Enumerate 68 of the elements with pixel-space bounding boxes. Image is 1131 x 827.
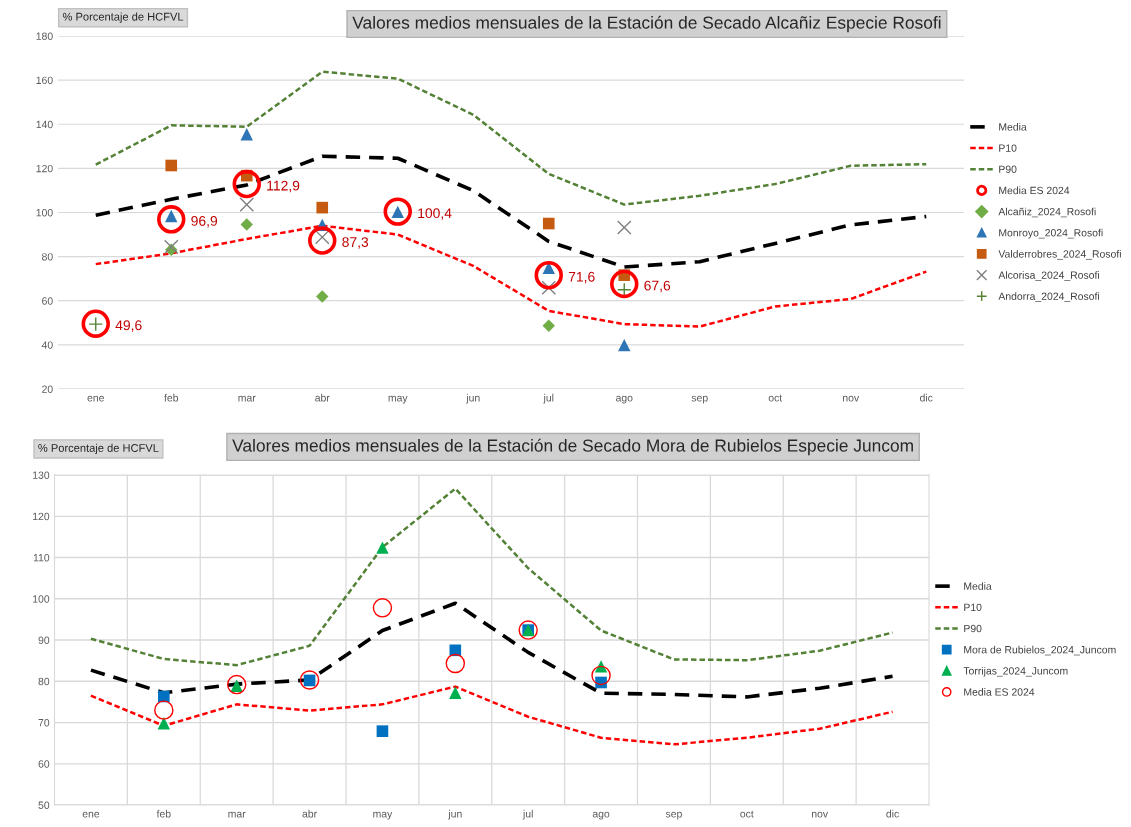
x-tick-label: sep [665,811,682,820]
y-tick-label: 100 [33,595,50,603]
y-tick-label: 100 [36,209,53,217]
x-tick-label: jun [448,809,462,820]
legend-label: Media ES 2024 [999,186,1070,195]
y-tick-label: 130 [33,471,50,479]
x-tick-label: sep [691,395,708,404]
legend-label: P10 [964,603,982,612]
legend-label: Media ES 2024 [964,688,1035,696]
legend-label: Alcorisa_2024_Rosofi [998,271,1100,281]
x-tick-label: ago [616,395,633,404]
x-tick-label: ene [87,395,104,402]
y-axis-title: % Porcentaje de HCFVL [38,443,159,455]
y-tick-label: 70 [38,719,50,727]
x-tick-label: dic [886,809,899,818]
x-tick-label: jun [466,393,480,404]
y-tick-label: 60 [38,760,50,768]
y-tick-label: 80 [42,253,53,261]
y-tick-label: 80 [38,677,50,686]
x-tick-label: ene [82,811,100,818]
legend-label: Alcañiz_2024_Rosofi [998,207,1096,218]
x-tick-label: jul [543,393,554,404]
x-tick-label: feb [156,809,171,818]
data-label: 112,9 [267,180,300,193]
x-tick-label: may [388,395,408,404]
x-tick-label: abr [302,809,317,818]
x-tick-label: mar [228,811,246,818]
x-tick-label: oct [768,394,783,402]
legend-label: Torrijas_2024_Juncom [963,666,1068,677]
data-label: 67,6 [644,280,671,293]
data-label: 49,6 [115,320,142,332]
x-tick-label: ago [592,811,610,820]
legend-label: Mora de Rubielos_2024_Juncom [964,645,1116,656]
data-label: 100,4 [418,208,452,220]
y-tick-label: 60 [42,297,53,305]
y-tick-label: 180 [36,32,53,40]
legend-label: Andorra_2024_Rosofi [998,292,1100,302]
y-tick-label: 90 [38,636,50,644]
y-tick-label: 140 [36,120,53,129]
y-axis-title: % Porcentaje de HCFVL [62,12,184,23]
x-tick-label: nov [843,395,860,402]
y-tick-label: 50 [38,801,50,809]
legend-label: Media [999,122,1027,131]
x-tick-label: feb [164,393,179,402]
y-tick-label: 120 [33,512,50,521]
x-tick-label: oct [740,810,754,818]
y-tick-label: 110 [33,554,50,562]
data-label: 96,9 [191,216,218,228]
x-tick-label: mar [238,395,256,402]
data-label: 87,3 [342,237,369,249]
data-label: 71,6 [568,271,595,284]
x-tick-label: abr [315,393,330,402]
y-tick-label: 160 [36,76,53,84]
y-tick-label: 20 [42,385,53,393]
legend-label: P90 [964,624,982,633]
x-tick-label: jul [522,809,533,820]
legend-label: P90 [999,165,1017,173]
y-tick-label: 40 [41,341,53,349]
legend-label: Valderrobres_2024_Rosofi [998,249,1121,260]
x-tick-label: may [373,811,393,820]
legend-label: Media [964,582,992,590]
chart-title: Valores medios mensuales de la Estación de Secado Mora de Rubielos Especie Juncom [232,438,913,456]
legend-label: Monroyo_2024_Rosofi [999,228,1103,239]
y-tick-label: 120 [36,164,53,173]
x-tick-label: nov [811,811,829,818]
chart-title: Valores medios mensuales de la Estación de Secado Alcañiz Especie Rosofi [352,15,941,33]
x-tick-label: dic [920,393,933,402]
legend-label: P10 [999,144,1017,152]
